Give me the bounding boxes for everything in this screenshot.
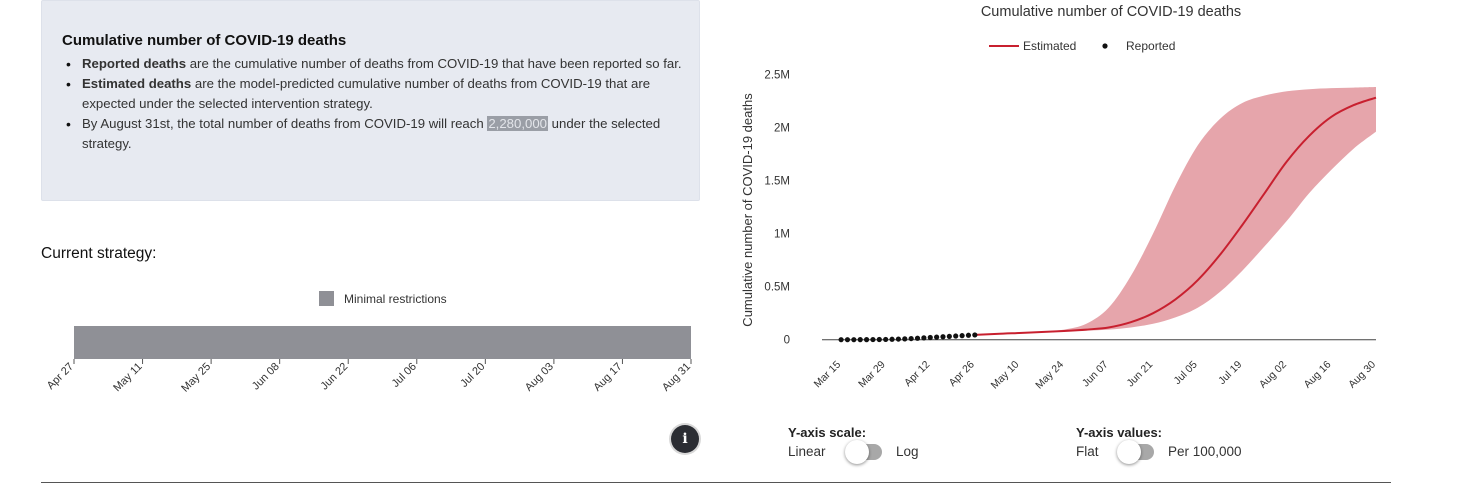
strategy-legend-label: Minimal restrictions [344, 292, 447, 306]
x-tick-label: Jul 19 [1216, 359, 1244, 387]
yscale-toggle-knob [845, 440, 869, 464]
yvalues-toggle[interactable] [1117, 440, 1154, 464]
confidence-band [974, 87, 1376, 335]
chart-title: Cumulative number of COVID-19 deaths [981, 4, 1241, 20]
x-tick-label: Aug 30 [1346, 359, 1378, 391]
reported-point [851, 337, 857, 343]
reported-point [953, 333, 959, 339]
y-axis-label-group: Cumulative number of COVID-19 deaths [740, 93, 755, 327]
reported-point [921, 335, 927, 341]
estimated-term: Estimated deaths [82, 76, 192, 91]
y-axis-label: Cumulative number of COVID-19 deaths [740, 93, 755, 327]
reported-point [934, 334, 940, 340]
reported-point [902, 336, 908, 342]
reported-point [876, 336, 882, 343]
reported-series-points [838, 332, 978, 343]
legend-reported-marker [1102, 43, 1108, 49]
bottom-divider [41, 482, 1391, 483]
projection-text-after: under the selected strategy. [82, 116, 661, 151]
reported-point [844, 337, 851, 343]
y-tick-label: 1.5M [764, 175, 790, 187]
reported-point [863, 337, 870, 343]
timeline-tick-label: Apr 27 [45, 361, 76, 392]
reported-point [927, 334, 933, 341]
reported-point [972, 332, 978, 338]
reported-point [838, 337, 844, 343]
reported-definition: are the cumulative number of deaths from… [186, 56, 682, 71]
x-tick-label: Mar 15 [812, 359, 844, 391]
reported-point [857, 337, 863, 343]
info-button[interactable]: i [671, 425, 699, 453]
timeline-tick-label: Jul 06 [390, 361, 419, 390]
timeline-tick-label: Aug 17 [591, 361, 624, 394]
y-tick-label: 2M [774, 122, 790, 134]
chart-legend: Estimated Reported [989, 39, 1175, 53]
yvalues-title: Y-axis values: [1076, 425, 1162, 440]
reported-point [883, 336, 889, 343]
reported-point [959, 333, 965, 339]
summary-item-projection: By August 31st, the total number of deat… [66, 114, 686, 154]
yvalues-per100k-label: Per 100,000 [1168, 444, 1242, 459]
timeline-tick-label: May 11 [111, 361, 144, 394]
projected-deaths-value: 2,280,000 [487, 116, 549, 131]
summary-item-reported: Reported deaths are the cumulative numbe… [66, 54, 686, 74]
estimated-definition: are the model-predicted cumulative numbe… [82, 76, 651, 111]
strategy-title: Current strategy: [41, 245, 157, 262]
summary-title: Cumulative number of COVID-19 deaths [62, 32, 347, 49]
y-tick-label: 1M [774, 229, 790, 241]
reported-point [940, 334, 946, 340]
strategy-timeline: Apr 27 May 11 May 25 Jun 08 Jun 22 Jul 06 Jul … [45, 326, 693, 395]
info-icon: i [682, 431, 688, 447]
timeline-tick-label: Aug 31 [660, 361, 693, 394]
reported-point [889, 336, 895, 342]
timeline-tick-label: Jun 08 [250, 361, 282, 393]
summary-list: Reported deaths are the cumulative numbe… [66, 54, 686, 154]
estimated-series-line [974, 96, 1377, 336]
x-tick-label: Jun 07 [1080, 359, 1111, 390]
yvalues-flat-label: Flat [1076, 444, 1099, 459]
y-tick-label: 2.5M [764, 69, 790, 81]
x-tick-label: Aug 02 [1257, 359, 1289, 391]
y-axis-ticks: 0 0.5M 1M 1.5M 2M 2.5M [764, 69, 790, 346]
timeline-tick-label: May 25 [179, 361, 213, 395]
x-axis-ticks: Mar 15 Mar 29 Apr 12 Apr 26 May 10 May 24 Jun … [812, 359, 1379, 392]
legend-estimated-label: Estimated [1023, 39, 1076, 53]
reported-point [908, 335, 914, 342]
legend-reported-label: Reported [1126, 39, 1175, 53]
x-tick-label: May 24 [1033, 359, 1066, 392]
x-tick-label: Jun 21 [1124, 359, 1155, 390]
projection-text-before: By August 31st, the total number of deat… [82, 116, 488, 131]
reported-point [946, 333, 952, 340]
yscale-linear-label: Linear [788, 444, 826, 459]
x-tick-label: May 10 [989, 359, 1022, 392]
x-tick-label: Mar 29 [856, 359, 888, 391]
strategy-legend-swatch [319, 291, 334, 306]
reported-point [870, 336, 876, 343]
x-tick-label: Apr 12 [902, 359, 932, 389]
summary-panel: Cumulative number of COVID-19 deaths Rep… [41, 0, 700, 201]
y-tick-label: 0 [784, 335, 790, 347]
yscale-toggle[interactable] [845, 440, 882, 464]
strategy-bar [74, 326, 691, 359]
reported-point [965, 332, 972, 338]
reported-term: Reported deaths [82, 56, 187, 71]
timeline-tick-label: Aug 03 [523, 361, 556, 394]
x-tick-label: Jul 05 [1172, 359, 1200, 387]
reported-point [914, 335, 921, 341]
x-tick-label: Apr 26 [947, 359, 977, 389]
x-tick-label: Aug 16 [1302, 359, 1334, 391]
yscale-log-label: Log [896, 444, 919, 459]
deaths-chart: Cumulative number of COVID-19 deaths Est… [740, 4, 1379, 392]
timeline-ticks: Apr 27 May 11 May 25 Jun 08 Jun 22 Jul 06 Jul … [45, 359, 693, 395]
y-tick-label: 0.5M [764, 282, 790, 294]
summary-item-estimated: Estimated deaths are the model-predicted… [66, 74, 686, 114]
yvalues-toggle-knob [1117, 440, 1141, 464]
timeline-tick-label: Jul 20 [458, 361, 487, 390]
timeline-tick-label: Jun 22 [319, 361, 351, 393]
yscale-title: Y-axis scale: [788, 425, 867, 440]
reported-point [895, 336, 902, 342]
